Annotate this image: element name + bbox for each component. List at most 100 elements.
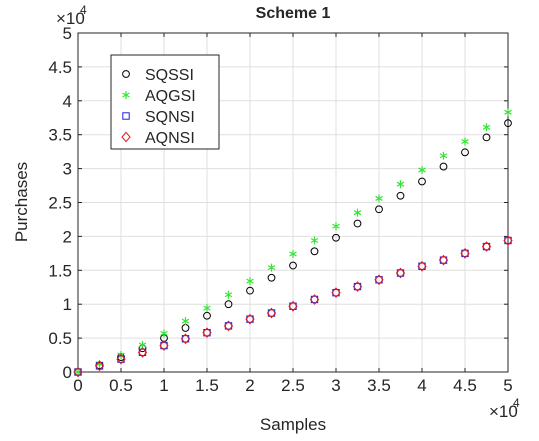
y-tick-label: 2.5 (48, 194, 72, 213)
data-point-aqnsi (288, 300, 298, 312)
x-tick-label: 3.5 (367, 376, 391, 395)
data-point-aqgsi (504, 108, 512, 117)
y-tick-label: 1.5 (48, 261, 72, 280)
data-point-aqgsi (461, 137, 469, 146)
data-point-aqnsi (417, 260, 427, 272)
data-point-aqgsi (482, 123, 491, 132)
data-point-sqssi (246, 286, 254, 295)
x-tick-label: 4.5 (453, 376, 477, 395)
data-point-aqgsi (418, 165, 426, 174)
data-point-aqgsi (289, 250, 297, 259)
legend-marker-sqssi (122, 70, 130, 78)
y-tick-label: 0 (63, 363, 72, 382)
data-point-sqssi (224, 300, 233, 309)
y-tick-label: 3.5 (48, 126, 72, 145)
data-point-sqnsi (203, 328, 211, 337)
legend-label-aqnsi: AQNSI (145, 130, 195, 147)
legend-marker-aqnsi (121, 131, 131, 143)
data-point-aqnsi (159, 340, 169, 351)
x-tick-label: 3 (331, 376, 340, 395)
data-point-aqnsi (116, 353, 126, 365)
legend-label-sqnsi: SQNSI (145, 109, 195, 126)
data-point-sqnsi (375, 276, 383, 284)
data-point-sqnsi (138, 348, 147, 357)
data-point-sqnsi (289, 302, 297, 310)
data-point-sqnsi (482, 242, 491, 251)
data-point-aqnsi (352, 281, 363, 292)
data-point-sqnsi (310, 295, 319, 304)
y-tick-label: 1 (63, 295, 72, 314)
data-point-sqssi (418, 177, 426, 186)
legend-label-aqgsi: AQGSI (145, 88, 196, 105)
data-point-aqnsi (266, 307, 277, 319)
data-point-aqgsi (181, 317, 190, 326)
chart-title: Scheme 1 (256, 5, 331, 22)
y-tick-label: 2 (63, 227, 72, 246)
x-exponent-power: 4 (513, 396, 520, 410)
data-point-aqnsi (245, 313, 255, 325)
data-point-sqnsi (418, 262, 426, 270)
data-point-sqssi (482, 133, 491, 142)
data-point-sqssi (375, 205, 383, 214)
x-tick-label: 0 (73, 376, 82, 395)
x-tick-label: 1.5 (195, 376, 219, 395)
y-axis-ticks: 0 0.5 1 1.5 2 2.5 3 3.5 4 4.5 5 (48, 24, 508, 382)
data-point-sqssi (203, 311, 211, 320)
series-aqnsi (73, 235, 513, 378)
x-exponent-base: ×10 (489, 402, 518, 421)
y-tick-label: 3 (63, 160, 72, 179)
data-point-aqgsi (160, 329, 168, 338)
data-point-aqgsi (353, 208, 362, 217)
y-tick-label: 4.5 (48, 58, 72, 77)
data-point-sqnsi (396, 269, 405, 277)
data-point-aqgsi (375, 194, 383, 203)
data-point-sqnsi (224, 322, 233, 330)
data-point-aqnsi (331, 287, 341, 299)
data-point-sqssi (267, 273, 276, 282)
data-point-aqnsi (223, 320, 234, 332)
data-point-sqnsi (95, 362, 104, 370)
data-point-sqnsi (461, 249, 469, 258)
data-point-sqnsi (246, 315, 254, 323)
data-point-sqssi (504, 119, 512, 128)
data-point-aqnsi (395, 267, 406, 279)
data-point-aqgsi (224, 290, 233, 299)
legend-marker-aqgsi (122, 91, 130, 99)
data-point-aqnsi (460, 247, 470, 259)
x-tick-label: 5 (503, 376, 512, 395)
y-tick-label: 5 (63, 24, 72, 43)
legend-marker-sqnsi (122, 112, 130, 120)
data-point-sqnsi (267, 309, 276, 317)
data-point-aqnsi (503, 235, 513, 246)
data-point-aqnsi (73, 366, 83, 378)
data-point-aqgsi (267, 263, 276, 272)
x-axis-ticks: 0 0.5 1 1.5 2 2.5 3 3.5 4 4.5 5 (73, 33, 513, 395)
data-point-sqnsi (332, 288, 340, 297)
data-point-sqnsi (504, 236, 512, 245)
data-point-sqnsi (353, 282, 362, 291)
data-point-sqssi (289, 261, 297, 270)
data-point-sqnsi (117, 355, 125, 363)
data-point-aqnsi (374, 274, 384, 286)
x-axis-label: Samples (260, 415, 326, 434)
data-point-sqssi (461, 148, 469, 157)
data-point-aqgsi (439, 151, 448, 160)
data-point-aqgsi (203, 304, 211, 313)
data-point-aqgsi (246, 277, 254, 286)
y-tick-label: 0.5 (48, 329, 72, 348)
data-point-aqgsi (396, 180, 405, 189)
x-tick-label: 2.5 (281, 376, 305, 395)
data-point-sqnsi (181, 335, 190, 343)
y-exponent-base: ×10 (56, 9, 85, 28)
legend: SQSSI AQGSI SQNSI AQNSI (110, 54, 220, 150)
data-point-aqnsi (94, 360, 105, 372)
x-tick-label: 0.5 (109, 376, 133, 395)
x-tick-label: 4 (417, 376, 426, 395)
data-point-sqnsi (160, 341, 168, 350)
x-tick-label: 2 (245, 376, 254, 395)
x-tick-label: 1 (159, 376, 168, 395)
data-point-sqssi (332, 233, 340, 242)
legend-box (110, 54, 220, 150)
data-points (73, 108, 513, 378)
